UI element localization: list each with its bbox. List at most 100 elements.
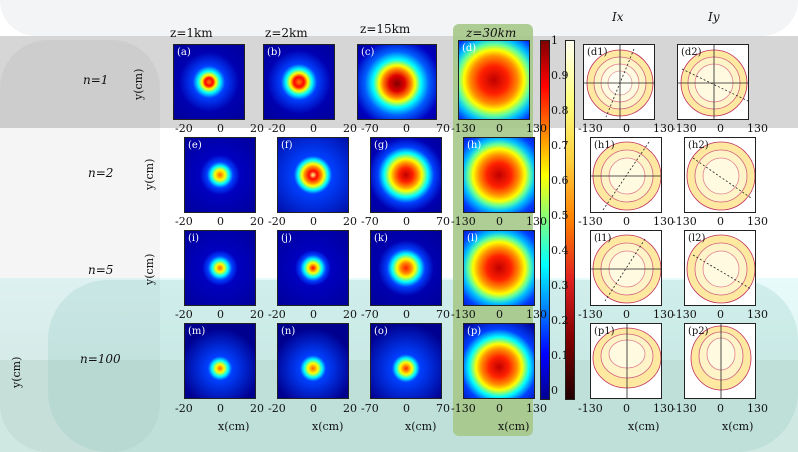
xlabel-4: x(cm) (498, 420, 530, 433)
panel-d1-label: (d1) (587, 47, 608, 58)
col-title-3: z=15km (360, 22, 411, 36)
x-tick-label: -20 (175, 308, 193, 321)
panel-l1-label: (l1) (594, 233, 612, 244)
x-tick-label: 130 (747, 402, 768, 415)
panel-c: (c) (357, 44, 437, 120)
panel-h: (h) (463, 137, 535, 213)
x-tick-label: -20 (268, 402, 286, 415)
xlabel-6: x(cm) (722, 420, 754, 433)
col-title-1: z=1km (170, 26, 213, 40)
colorbar-tick: 0.9 (551, 69, 569, 82)
colorbar-tick: 1 (551, 34, 558, 47)
x-tick-label: 0 (403, 308, 410, 321)
x-tick-label: 20 (250, 308, 264, 321)
xlabel-2: x(cm) (312, 420, 344, 433)
xlabel-1: x(cm) (218, 420, 250, 433)
x-tick-label: -130 (578, 308, 603, 321)
x-tick-label: 20 (343, 308, 357, 321)
x-tick-label: 70 (436, 402, 450, 415)
x-tick-label: 130 (653, 308, 674, 321)
x-tick-label: -20 (268, 215, 286, 228)
row-label-1: n=1 (83, 73, 109, 87)
panel-d-label: (d) (462, 43, 477, 54)
x-tick-label: -70 (361, 308, 379, 321)
panel-n-label: (n) (281, 326, 296, 337)
x-tick-label: 130 (747, 308, 768, 321)
x-tick-label: 0 (623, 122, 630, 135)
x-tick-label: 0 (717, 402, 724, 415)
x-tick-label: 0 (496, 402, 503, 415)
colorbar-tick: 0.1 (551, 349, 569, 362)
x-tick-label: -20 (268, 122, 286, 135)
x-tick-label: 0 (403, 402, 410, 415)
panel-p1-label: (p1) (594, 326, 615, 337)
contour-l1 (591, 234, 661, 304)
panel-b-label: (b) (267, 47, 282, 58)
panel-m-label: (m) (188, 326, 206, 337)
x-tick-label: -130 (578, 215, 603, 228)
col-title-ix: Ix (612, 10, 624, 24)
row-label-3: n=5 (88, 263, 114, 277)
x-tick-label: 20 (250, 215, 264, 228)
x-tick-label: -20 (175, 122, 193, 135)
panel-b: (b) (263, 44, 335, 120)
panel-d1: (d1) (583, 44, 655, 120)
x-tick-label: 0 (717, 122, 724, 135)
panel-f-label: (f) (281, 140, 293, 151)
left-bubble (0, 40, 160, 452)
x-tick-label: -70 (361, 215, 379, 228)
x-tick-label: 20 (343, 122, 357, 135)
colorbar-tick: 0.3 (551, 279, 569, 292)
x-tick-label: -130 (451, 402, 476, 415)
panel-h2: (h2) (684, 137, 756, 213)
contour-l2 (686, 234, 755, 304)
x-tick-label: 0 (717, 215, 724, 228)
x-tick-label: -20 (268, 308, 286, 321)
colorbar-tick: 0 (551, 384, 558, 397)
panel-l2: (l2) (684, 230, 756, 306)
panel-h-label: (h) (467, 140, 482, 151)
x-tick-label: -130 (672, 402, 697, 415)
panel-p1: (p1) (590, 323, 662, 399)
x-tick-label: -20 (175, 402, 193, 415)
x-tick-label: 130 (653, 402, 674, 415)
x-tick-label: 0 (623, 402, 630, 415)
panel-g: (g) (370, 137, 442, 213)
x-tick-label: 0 (403, 122, 410, 135)
colorbar-heat (565, 40, 575, 400)
colorbar-jet (540, 40, 550, 400)
x-tick-label: 130 (526, 215, 547, 228)
x-tick-label: -130 (672, 308, 697, 321)
xlabel-5: x(cm) (628, 420, 660, 433)
xlabel-3: x(cm) (405, 420, 437, 433)
panel-m: (m) (184, 323, 256, 399)
x-tick-label: 130 (653, 122, 674, 135)
x-tick-label: 0 (496, 122, 503, 135)
x-tick-label: 130 (747, 122, 768, 135)
panel-p: (p) (463, 323, 535, 399)
x-tick-label: 0 (623, 308, 630, 321)
panel-l: (l) (463, 230, 535, 306)
panel-e: (e) (184, 137, 256, 213)
x-tick-label: 0 (217, 308, 224, 321)
contour-h2 (686, 141, 755, 211)
contour-p1 (592, 324, 661, 398)
x-tick-label: -130 (451, 122, 476, 135)
x-tick-label: -130 (672, 215, 697, 228)
x-tick-label: 130 (526, 308, 547, 321)
x-tick-label: 0 (310, 122, 317, 135)
contour-p2 (690, 324, 752, 398)
panel-d2: (d2) (677, 44, 749, 120)
panel-j: (j) (277, 230, 349, 306)
x-tick-label: 0 (217, 215, 224, 228)
panel-j-label: (j) (281, 233, 292, 244)
x-tick-label: 20 (250, 122, 264, 135)
x-tick-label: 20 (343, 215, 357, 228)
row-label-2: n=2 (88, 166, 114, 180)
colorbar-tick: 0.2 (551, 314, 569, 327)
panel-i-label: (i) (188, 233, 200, 244)
panel-p2: (p2) (684, 323, 756, 399)
row-label-4: n=100 (80, 352, 121, 366)
x-tick-label: 130 (653, 215, 674, 228)
panel-l-label: (l) (467, 233, 479, 244)
